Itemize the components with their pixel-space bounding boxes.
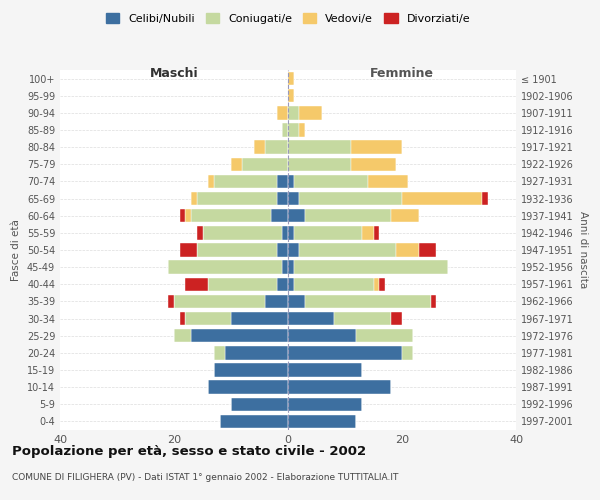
- Bar: [288, 106, 299, 120]
- Bar: [299, 244, 396, 256]
- Bar: [419, 244, 436, 256]
- Bar: [288, 124, 299, 136]
- Bar: [185, 209, 191, 222]
- Bar: [305, 294, 431, 308]
- Text: Popolazione per età, sesso e stato civile - 2002: Popolazione per età, sesso e stato civil…: [12, 445, 366, 458]
- Bar: [197, 192, 277, 205]
- Bar: [168, 260, 283, 274]
- Bar: [356, 329, 413, 342]
- Bar: [288, 89, 294, 102]
- Bar: [265, 294, 288, 308]
- Bar: [288, 140, 350, 154]
- Bar: [299, 192, 402, 205]
- Bar: [277, 278, 288, 291]
- Bar: [288, 278, 294, 291]
- Bar: [288, 364, 362, 376]
- Bar: [482, 192, 487, 205]
- Bar: [294, 278, 373, 291]
- Bar: [299, 124, 305, 136]
- Bar: [168, 294, 174, 308]
- Bar: [226, 346, 288, 360]
- Bar: [288, 294, 305, 308]
- Bar: [402, 346, 413, 360]
- Bar: [277, 192, 288, 205]
- Bar: [288, 346, 402, 360]
- Bar: [288, 380, 391, 394]
- Bar: [397, 244, 419, 256]
- Text: COMUNE DI FILIGHERA (PV) - Dati ISTAT 1° gennaio 2002 - Elaborazione TUTTITALIA.: COMUNE DI FILIGHERA (PV) - Dati ISTAT 1°…: [12, 473, 398, 482]
- Bar: [197, 226, 203, 239]
- Bar: [288, 192, 299, 205]
- Bar: [277, 244, 288, 256]
- Bar: [362, 226, 373, 239]
- Bar: [220, 414, 288, 428]
- Bar: [214, 174, 277, 188]
- Bar: [174, 329, 191, 342]
- Bar: [350, 158, 397, 171]
- Bar: [368, 174, 408, 188]
- Bar: [214, 346, 226, 360]
- Bar: [283, 226, 288, 239]
- Bar: [283, 260, 288, 274]
- Bar: [288, 226, 294, 239]
- Bar: [197, 244, 277, 256]
- Bar: [185, 312, 231, 326]
- Bar: [277, 106, 288, 120]
- Bar: [180, 312, 185, 326]
- Bar: [254, 140, 265, 154]
- Bar: [214, 364, 288, 376]
- Bar: [231, 398, 288, 411]
- Bar: [288, 244, 299, 256]
- Bar: [203, 226, 283, 239]
- Bar: [350, 140, 402, 154]
- Bar: [180, 244, 197, 256]
- Bar: [277, 174, 288, 188]
- Bar: [191, 192, 197, 205]
- Bar: [265, 140, 288, 154]
- Bar: [288, 414, 356, 428]
- Bar: [373, 278, 379, 291]
- Bar: [208, 278, 277, 291]
- Bar: [288, 260, 294, 274]
- Bar: [174, 294, 265, 308]
- Bar: [271, 209, 288, 222]
- Bar: [208, 380, 288, 394]
- Bar: [391, 312, 402, 326]
- Bar: [294, 174, 368, 188]
- Bar: [305, 209, 391, 222]
- Bar: [402, 192, 482, 205]
- Bar: [299, 106, 322, 120]
- Bar: [373, 226, 379, 239]
- Bar: [334, 312, 391, 326]
- Bar: [231, 312, 288, 326]
- Bar: [288, 312, 334, 326]
- Bar: [191, 209, 271, 222]
- Bar: [288, 72, 294, 86]
- Text: Femmine: Femmine: [370, 66, 434, 80]
- Bar: [294, 226, 362, 239]
- Text: Maschi: Maschi: [149, 66, 199, 80]
- Legend: Celibi/Nubili, Coniugati/e, Vedovi/e, Divorziati/e: Celibi/Nubili, Coniugati/e, Vedovi/e, Di…: [104, 10, 472, 26]
- Bar: [288, 158, 350, 171]
- Bar: [242, 158, 288, 171]
- Bar: [191, 329, 288, 342]
- Bar: [288, 209, 305, 222]
- Bar: [283, 124, 288, 136]
- Y-axis label: Anni di nascita: Anni di nascita: [578, 212, 587, 288]
- Bar: [294, 260, 448, 274]
- Bar: [180, 209, 185, 222]
- Bar: [288, 398, 362, 411]
- Bar: [288, 329, 356, 342]
- Bar: [391, 209, 419, 222]
- Bar: [431, 294, 436, 308]
- Bar: [208, 174, 214, 188]
- Bar: [185, 278, 208, 291]
- Y-axis label: Fasce di età: Fasce di età: [11, 219, 21, 281]
- Bar: [288, 174, 294, 188]
- Bar: [379, 278, 385, 291]
- Bar: [231, 158, 242, 171]
